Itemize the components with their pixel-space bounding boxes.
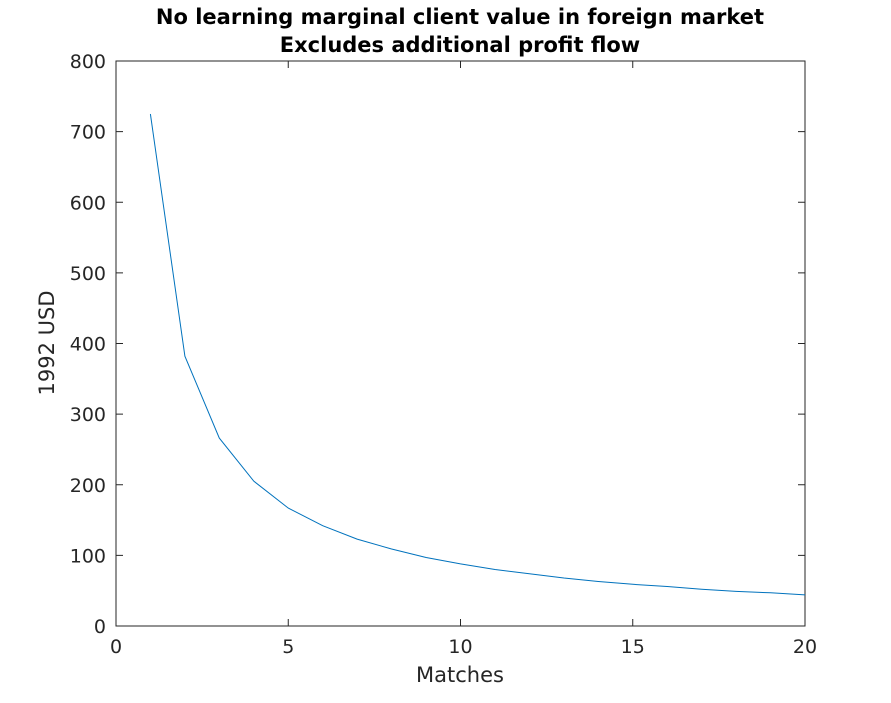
chart-title: No learning marginal client value in for… [156,5,764,29]
x-tick-label: 15 [621,636,645,658]
plot-frame [115,60,806,627]
x-tick-label: 10 [448,636,472,658]
series-line [149,113,806,596]
x-axis-label: Matches [416,663,504,687]
y-tick-label: 200 [70,475,106,497]
y-tick-label: 0 [94,616,106,638]
x-tick-label: 0 [110,636,122,658]
chart-subtitle: Excludes additional profit flow [280,33,640,57]
y-tick-label: 800 [70,51,106,73]
y-tick-label: 300 [70,404,106,426]
x-tick-label: 5 [282,636,294,658]
y-tick-label: 100 [70,545,106,567]
y-tick-label: 700 [70,122,106,144]
y-tick-label: 500 [70,263,106,285]
y-axis-label: 1992 USD [35,291,59,396]
x-tick-label: 20 [793,636,817,658]
y-tick-label: 600 [70,192,106,214]
y-tick-label: 400 [70,334,106,356]
